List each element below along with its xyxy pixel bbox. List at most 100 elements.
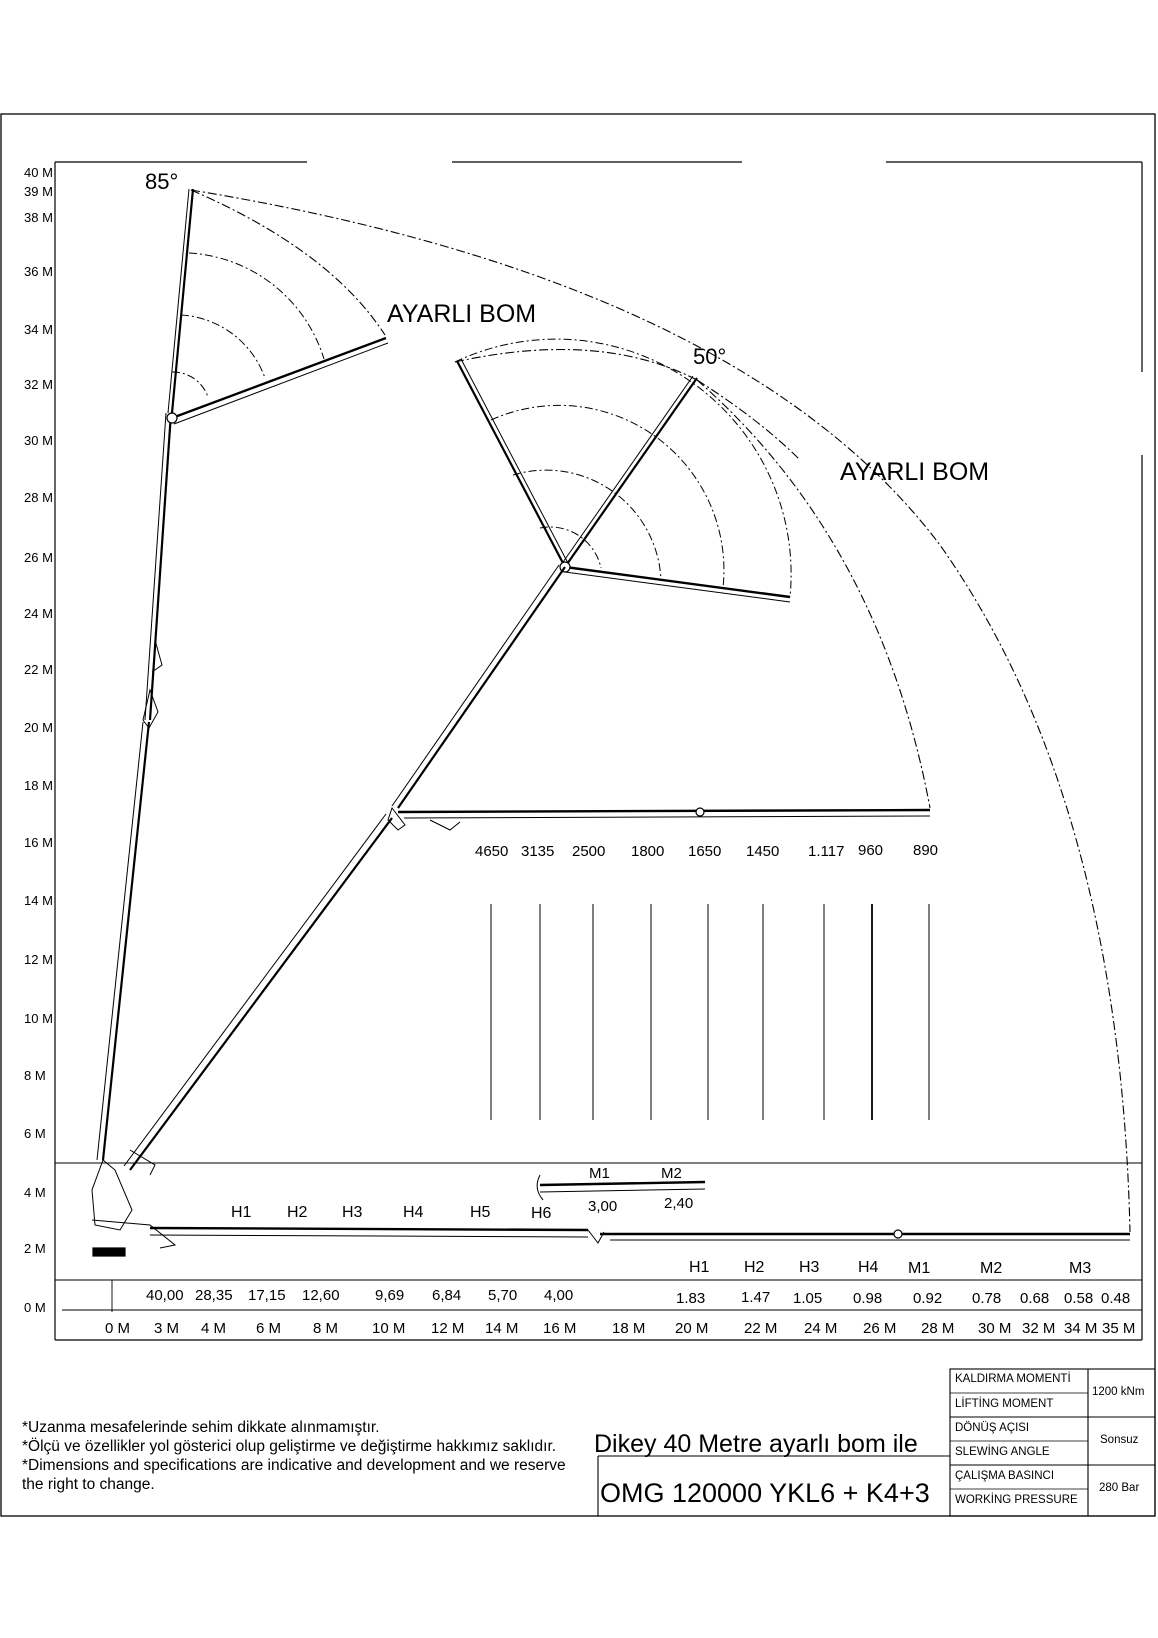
boom-50	[123, 358, 931, 1171]
boom-85	[91, 188, 389, 1231]
spec-label-en: LİFTİNG MOMENT	[955, 1398, 1054, 1410]
section-label: M1	[589, 1165, 610, 1182]
y-label: 10 M	[24, 1011, 53, 1026]
load-value: 6,84	[432, 1287, 461, 1304]
load-value: 9,69	[375, 1287, 404, 1304]
load-value: 5,70	[488, 1287, 517, 1304]
section-label: H3	[342, 1204, 363, 1221]
x-label: 35 M	[1102, 1320, 1135, 1337]
spec-value: 1200 kNm	[1092, 1386, 1145, 1398]
title-block	[597, 1368, 1156, 1517]
load-value: 1.05	[793, 1290, 822, 1307]
section-label: H5	[470, 1204, 491, 1221]
y-label: 26 M	[24, 550, 53, 565]
x-label: 26 M	[863, 1320, 896, 1337]
section-label: M2	[661, 1165, 682, 1182]
load-value: 1650	[688, 843, 721, 860]
spec-label-tr: ÇALIŞMA BASINCI	[955, 1470, 1055, 1482]
load-value: 1.47	[741, 1289, 770, 1306]
load-value: 0.68	[1020, 1290, 1049, 1307]
section-label: H1	[231, 1204, 252, 1221]
load-value: 12,60	[302, 1287, 340, 1304]
y-label: 2 M	[24, 1241, 46, 1256]
load-value: 1450	[746, 843, 779, 860]
section-label: M1	[908, 1260, 930, 1277]
section-label: H2	[287, 1204, 308, 1221]
right-loads: 1.83 1.47 1.05 0.98 0.92 0.78 0.68 0.58 …	[676, 1289, 1130, 1307]
x-label: 32 M	[1022, 1320, 1055, 1337]
x-label: 18 M	[612, 1320, 645, 1337]
load-value: 3135	[521, 843, 554, 860]
load-value: 2,40	[664, 1195, 693, 1212]
load-value: 3,00	[588, 1198, 617, 1215]
load-value: 890	[913, 842, 938, 859]
x-label: 20 M	[675, 1320, 708, 1337]
x-label: 28 M	[921, 1320, 954, 1337]
x-label: 22 M	[744, 1320, 777, 1337]
y-label: 6 M	[24, 1126, 46, 1141]
y-label: 39 M	[24, 184, 53, 199]
x-axis-labels: 0 M 3 M 4 M 6 M 8 M 10 M 12 M 14 M 16 M …	[105, 1320, 1135, 1337]
load-value: 4650	[475, 843, 508, 860]
section-label: H4	[403, 1204, 424, 1221]
load-value: 0.78	[972, 1290, 1001, 1307]
y-label: 32 M	[24, 377, 53, 392]
y-label: 4 M	[24, 1185, 46, 1200]
x-label: 10 M	[372, 1320, 405, 1337]
chart-frame	[54, 161, 1143, 1341]
load-value: 1.83	[676, 1290, 705, 1307]
note-line: *Dimensions and specifications are indic…	[22, 1457, 566, 1474]
x-label: 34 M	[1064, 1320, 1097, 1337]
section-labels-upper: H1 H2 H3 H4 H5 H6	[231, 1204, 552, 1222]
spec-value: 280 Bar	[1099, 1482, 1140, 1494]
y-label: 28 M	[24, 490, 53, 505]
load-value: 960	[858, 842, 883, 859]
section-label: H2	[744, 1259, 765, 1276]
spec-label-en: WORKİNG PRESSURE	[955, 1494, 1078, 1506]
y-label: 22 M	[24, 662, 53, 677]
x-label: 12 M	[431, 1320, 464, 1337]
y-label: 20 M	[24, 720, 53, 735]
note-line: *Ölçü ve özellikler yol gösterici olup g…	[22, 1438, 557, 1455]
y-label: 14 M	[24, 893, 53, 908]
y-label: 30 M	[24, 433, 53, 448]
section-label: H4	[858, 1259, 879, 1276]
spec-label-tr: DÖNÜŞ AÇISI	[955, 1422, 1030, 1434]
x-label: 3 M	[154, 1320, 179, 1337]
x-label: 24 M	[804, 1320, 837, 1337]
title-line-1: Dikey 40 Metre ayarlı bom ile	[594, 1430, 918, 1458]
x-label: 30 M	[978, 1320, 1011, 1337]
note-line: the right to change.	[22, 1476, 155, 1493]
x-label: 6 M	[256, 1320, 281, 1337]
section-label: H3	[799, 1259, 820, 1276]
load-value: 0.48	[1101, 1290, 1130, 1307]
y-label: 8 M	[24, 1068, 46, 1083]
page-frame	[0, 113, 1156, 1517]
title-line-2: OMG 120000 YKL6 + K4+3	[600, 1478, 930, 1508]
spec-value: Sonsuz	[1100, 1434, 1139, 1446]
section-label: M2	[980, 1260, 1002, 1277]
y-label: 34 M	[24, 322, 53, 337]
spec-label-tr: KALDIRMA MOMENTİ	[955, 1373, 1071, 1385]
y-label: 36 M	[24, 264, 53, 279]
top-loads: 4650 3135 2500 1800 1650 1450 1.117 960 …	[475, 842, 938, 860]
left-loads: 40,00 28,35 17,15 12,60 9,69 6,84 5,70 4…	[146, 1287, 573, 1304]
y-label: 24 M	[24, 606, 53, 621]
angle-50-label: 50°	[693, 344, 726, 369]
load-value: 2500	[572, 843, 605, 860]
boom-horizontal	[91, 1174, 1130, 1257]
y-label: 16 M	[24, 835, 53, 850]
load-value: 40,00	[146, 1287, 184, 1304]
load-value: 0.98	[853, 1290, 882, 1307]
section-labels-lower: H1 H2 H3 H4 M1 M2 M3	[689, 1259, 1091, 1277]
x-label: 0 M	[105, 1320, 130, 1337]
load-value: 1.117	[808, 843, 844, 860]
x-label: 4 M	[201, 1320, 226, 1337]
disclaimer-notes: *Uzanma mesafelerinde sehim dikkate alın…	[22, 1418, 612, 1494]
section-label: M3	[1069, 1260, 1091, 1277]
y-label: 0 M	[24, 1300, 46, 1315]
reach-envelope	[190, 189, 1131, 1233]
section-label: H6	[531, 1205, 552, 1222]
y-label: 12 M	[24, 952, 53, 967]
